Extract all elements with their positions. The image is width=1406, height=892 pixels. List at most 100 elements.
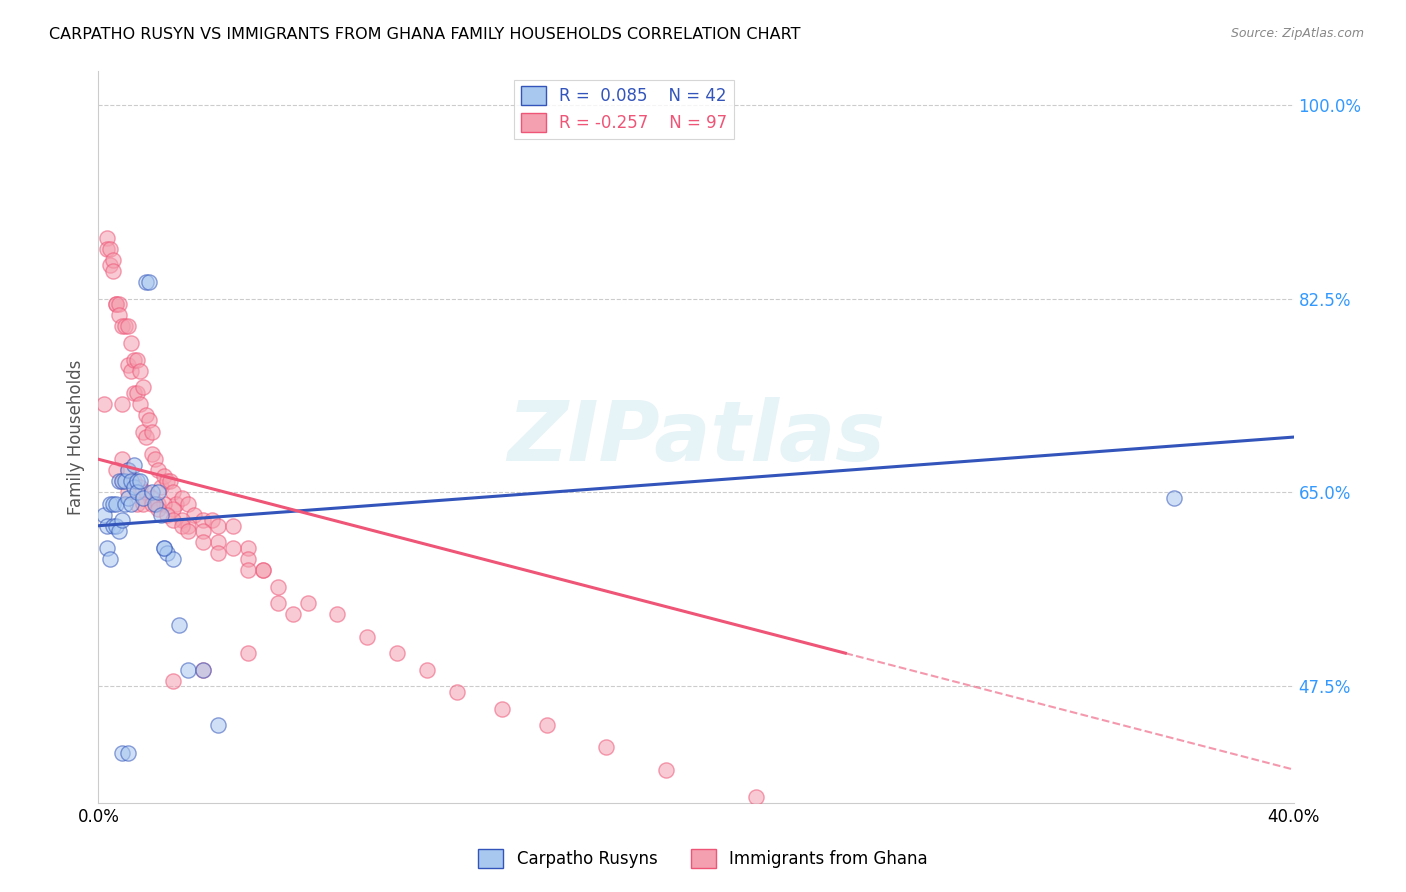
Text: ZIPatlas: ZIPatlas <box>508 397 884 477</box>
Point <box>162 552 184 566</box>
Point <box>148 463 170 477</box>
Point <box>207 718 229 732</box>
Point <box>143 497 166 511</box>
Point <box>96 230 118 244</box>
Point <box>124 480 146 494</box>
Point <box>356 630 378 644</box>
Point <box>153 541 176 555</box>
Point <box>98 497 122 511</box>
Point <box>111 452 134 467</box>
Point <box>114 475 136 489</box>
Point <box>138 275 160 289</box>
Point <box>117 746 139 760</box>
Point <box>177 663 200 677</box>
Point <box>93 508 115 522</box>
Point <box>117 463 139 477</box>
Point <box>156 475 179 489</box>
Point <box>141 491 163 505</box>
Point <box>141 485 163 500</box>
Point <box>148 497 170 511</box>
Point <box>129 475 152 489</box>
Point <box>183 508 205 522</box>
Point <box>177 524 200 539</box>
Point <box>252 563 274 577</box>
Point <box>105 297 128 311</box>
Point <box>150 480 173 494</box>
Point <box>103 518 125 533</box>
Point <box>172 513 194 527</box>
Point <box>111 513 134 527</box>
Point <box>111 397 134 411</box>
Point <box>96 541 118 555</box>
Point <box>124 385 146 400</box>
Point <box>129 480 152 494</box>
Point <box>103 264 125 278</box>
Point <box>120 363 142 377</box>
Point <box>135 430 157 444</box>
Point <box>207 546 229 560</box>
Point <box>207 518 229 533</box>
Point <box>132 497 155 511</box>
Point <box>127 497 149 511</box>
Point <box>93 397 115 411</box>
Point <box>135 408 157 422</box>
Text: CARPATHO RUSYN VS IMMIGRANTS FROM GHANA FAMILY HOUSEHOLDS CORRELATION CHART: CARPATHO RUSYN VS IMMIGRANTS FROM GHANA … <box>49 27 800 42</box>
Point <box>165 497 187 511</box>
Y-axis label: Family Households: Family Households <box>66 359 84 515</box>
Point <box>162 513 184 527</box>
Point <box>252 563 274 577</box>
Point <box>222 541 245 555</box>
Point <box>127 485 149 500</box>
Point <box>105 463 128 477</box>
Point <box>236 563 259 577</box>
Point <box>177 497 200 511</box>
Point <box>191 513 214 527</box>
Point <box>156 546 179 560</box>
Legend: Carpatho Rusyns, Immigrants from Ghana: Carpatho Rusyns, Immigrants from Ghana <box>471 843 935 875</box>
Point <box>141 497 163 511</box>
Point <box>120 475 142 489</box>
Point <box>98 242 122 256</box>
Point <box>127 475 149 489</box>
Point <box>124 352 146 367</box>
Point <box>117 491 139 505</box>
Point <box>141 425 163 439</box>
Point <box>108 308 131 322</box>
Point <box>135 275 157 289</box>
Point <box>148 485 170 500</box>
Point <box>135 485 157 500</box>
Point <box>129 363 152 377</box>
Text: Source: ZipAtlas.com: Source: ZipAtlas.com <box>1230 27 1364 40</box>
Point <box>127 352 149 367</box>
Point <box>108 475 131 489</box>
Point <box>103 497 125 511</box>
Point <box>267 580 290 594</box>
Point <box>834 818 856 832</box>
Point <box>172 518 194 533</box>
Point <box>132 425 155 439</box>
Point <box>167 618 190 632</box>
Point <box>491 701 513 715</box>
Point <box>111 475 134 489</box>
Point <box>98 258 122 272</box>
Point <box>105 297 128 311</box>
Point <box>655 763 678 777</box>
Point <box>143 452 166 467</box>
Point <box>416 663 439 677</box>
Point <box>96 518 118 533</box>
Point <box>105 497 128 511</box>
Point <box>162 502 184 516</box>
Point <box>114 497 136 511</box>
Point <box>236 541 259 555</box>
Point <box>132 491 155 505</box>
Point <box>117 319 139 334</box>
Point <box>162 485 184 500</box>
Point <box>124 475 146 489</box>
Point <box>177 518 200 533</box>
Point <box>96 242 118 256</box>
Point <box>105 518 128 533</box>
Point <box>326 607 349 622</box>
Point <box>111 475 134 489</box>
Point <box>120 335 142 350</box>
Point <box>595 740 617 755</box>
